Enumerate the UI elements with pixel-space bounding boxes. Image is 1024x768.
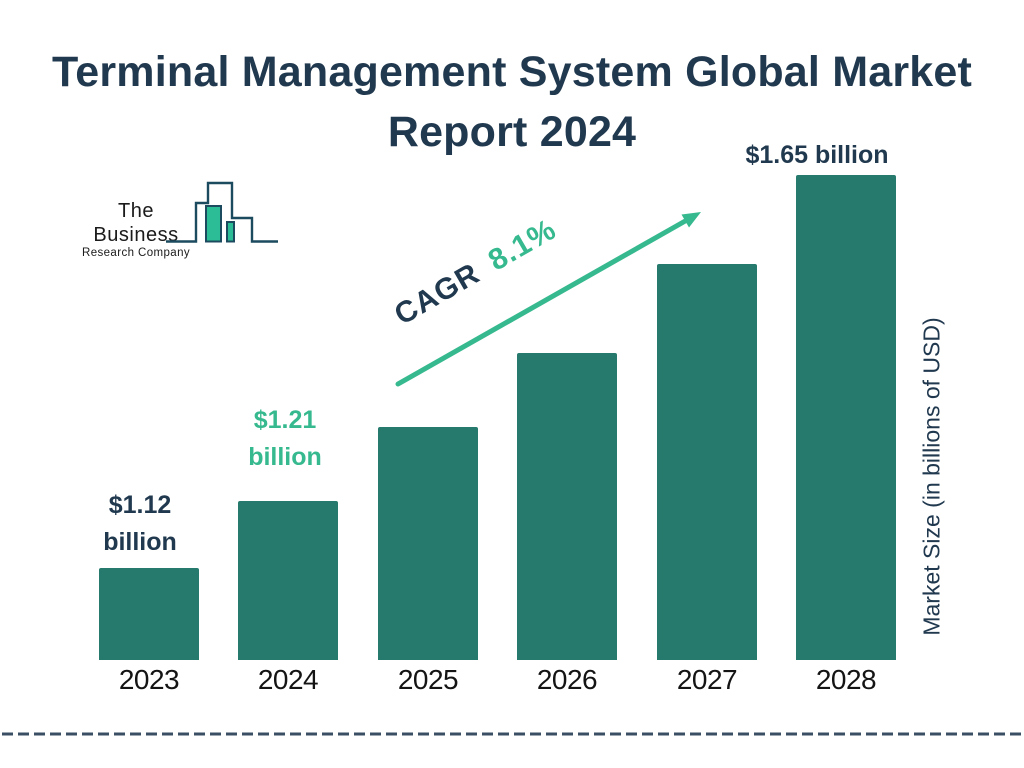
x-tick-2024: 2024 xyxy=(257,664,319,695)
value-label-2028: $1.65 billion xyxy=(745,141,889,169)
value-label-2024-unit: billion xyxy=(248,443,322,471)
value-label-2024: $1.21 billion xyxy=(220,402,350,476)
x-tick-2026: 2026 xyxy=(536,664,598,695)
bar-2028 xyxy=(796,175,896,660)
chart-title-line2: Report 2024 xyxy=(387,108,637,156)
cagr-annotation: CAGR8.1% xyxy=(389,213,565,336)
x-tick-2027: 2027 xyxy=(676,664,738,695)
company-logo-bars-icon xyxy=(166,181,278,243)
cagr-label: CAGR xyxy=(389,256,486,332)
y-axis-label: Market Size (in billions of USD) xyxy=(918,317,945,636)
value-label-2023: $1.12 billion xyxy=(75,487,205,561)
value-label-2024-amount: $1.21 xyxy=(253,406,317,434)
x-tick-2025: 2025 xyxy=(397,664,459,695)
chart-title-line1: Terminal Management System Global Market xyxy=(51,48,973,96)
logo-subname: Research Company xyxy=(81,247,191,259)
bar-2025 xyxy=(378,427,478,660)
bar-2026 xyxy=(517,353,617,660)
value-label-2023-amount: $1.12 xyxy=(108,491,172,519)
bar-2024 xyxy=(238,501,338,660)
bar-2023 xyxy=(99,568,199,660)
value-label-2023-unit: billion xyxy=(103,528,177,556)
bar-2027 xyxy=(657,264,757,660)
cagr-value: 8.1% xyxy=(482,212,563,278)
x-tick-2028: 2028 xyxy=(815,664,877,695)
logo-wordmark: The Business Research Company xyxy=(73,199,199,260)
x-tick-2023: 2023 xyxy=(118,664,180,695)
logo-name: The Business xyxy=(93,200,179,246)
